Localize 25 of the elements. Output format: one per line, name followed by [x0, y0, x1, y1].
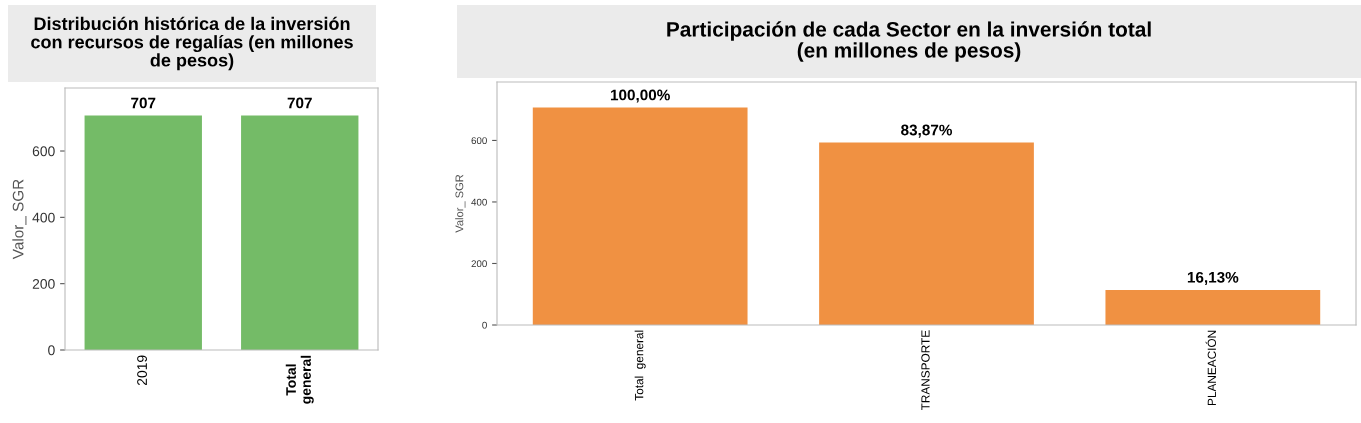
- y-tick-label: 0: [48, 345, 55, 356]
- y-tick-label: 600: [471, 137, 487, 145]
- annotation: 100,00%: [610, 89, 670, 103]
- chart-title: Distribución histórica de la inversión con recursos de regalías (en millones de pesos): [31, 16, 353, 71]
- annotation: 16,13%: [1187, 271, 1239, 285]
- chart-title: Participación de cada Sector en la inversión total (en millones de pesos): [667, 21, 1151, 62]
- y-tick-label: 600: [32, 146, 55, 157]
- y-tick-label: 400: [471, 198, 487, 206]
- y-tick-label: 400: [32, 212, 55, 223]
- x-tick-label: Total general: [634, 330, 646, 401]
- x-tick-label: TRANSPORTE: [921, 330, 930, 411]
- y-tick-label: 200: [471, 260, 487, 268]
- x-tick-label: PLANEACIÓN: [1205, 330, 1216, 405]
- bar: [532, 107, 748, 325]
- x-tick-label: Total general: [285, 355, 314, 404]
- x-tick-label: 2019: [137, 355, 147, 386]
- y-tick-label: 200: [32, 279, 55, 289]
- bar: [1105, 289, 1321, 325]
- y-axis-title: Valor_ SGR: [455, 174, 466, 233]
- data-label: 707: [131, 97, 156, 109]
- annotation: 83,87%: [901, 124, 953, 138]
- bar: [819, 142, 1034, 325]
- y-tick-label: 0: [482, 321, 487, 329]
- y-axis-title: Valor_ SGR: [12, 179, 27, 260]
- data-label: 707: [287, 97, 312, 109]
